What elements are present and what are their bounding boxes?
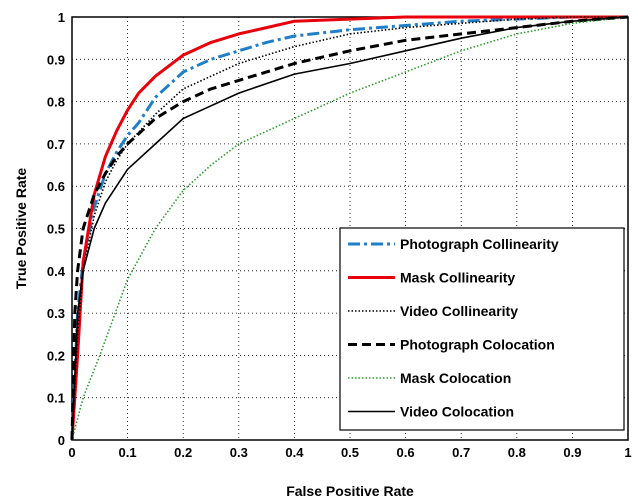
series-line-video-colocation — [71, 16, 629, 441]
x-tick-label: 0.6 — [397, 445, 415, 460]
y-axis-label: True Positive Rate — [13, 168, 29, 290]
y-tick-label: 0.2 — [47, 348, 65, 363]
x-tick-label: 1 — [624, 445, 631, 460]
y-tick-label: 0.6 — [47, 179, 65, 194]
legend-label: Video Colocation — [400, 404, 514, 420]
legend-label: Mask Colocation — [400, 370, 511, 386]
x-tick-label: 0.3 — [230, 445, 248, 460]
y-tick-label: 0.8 — [47, 95, 65, 110]
y-tick-label: 0.5 — [47, 222, 65, 237]
x-tick-label: 0.7 — [452, 445, 470, 460]
x-tick-label: 0.5 — [341, 445, 359, 460]
legend-box — [339, 227, 625, 431]
plot-frame — [71, 16, 629, 441]
y-tick-label: 1 — [58, 10, 65, 25]
x-tick-label: 0.9 — [563, 445, 581, 460]
x-axis-label: False Positive Rate — [286, 483, 414, 498]
series-line-photograph-colocation — [70, 15, 629, 441]
y-tick-label: 0.9 — [47, 52, 65, 67]
legend-label: Photograph Colocation — [400, 337, 555, 353]
legend-label: Photograph Collinearity — [400, 236, 559, 252]
series-line-mask-collinearity — [70, 15, 628, 441]
legend: Photograph Collinearity Mask Collinearity… — [339, 227, 625, 431]
series-line-video-collinearity — [71, 16, 628, 441]
y-tick-label: 0 — [58, 433, 65, 448]
series-layer — [70, 15, 629, 441]
x-axis-ticks: 0 0.1 0.2 0.3 0.4 0.5 0.6 0.7 0.8 0.9 1 — [68, 445, 631, 460]
legend-label: Mask Collinearity — [400, 270, 515, 286]
y-tick-label: 0.4 — [47, 264, 66, 279]
x-tick-label: 0.4 — [285, 445, 304, 460]
y-tick-label: 0.7 — [47, 137, 65, 152]
x-tick-label: 0.8 — [508, 445, 526, 460]
y-tick-label: 0.3 — [47, 306, 65, 321]
series-line-photograph-collinearity — [70, 15, 628, 441]
series-line-mask-colocation — [71, 16, 629, 441]
y-tick-label: 0.1 — [47, 391, 65, 406]
x-tick-label: 0 — [68, 445, 75, 460]
x-tick-label: 0.1 — [119, 445, 137, 460]
y-axis-ticks: 0 0.1 0.2 0.3 0.4 0.5 0.6 0.7 0.8 0.9 1 — [47, 10, 66, 448]
x-tick-label: 0.2 — [174, 445, 192, 460]
legend-label: Video Collinearity — [400, 303, 518, 319]
